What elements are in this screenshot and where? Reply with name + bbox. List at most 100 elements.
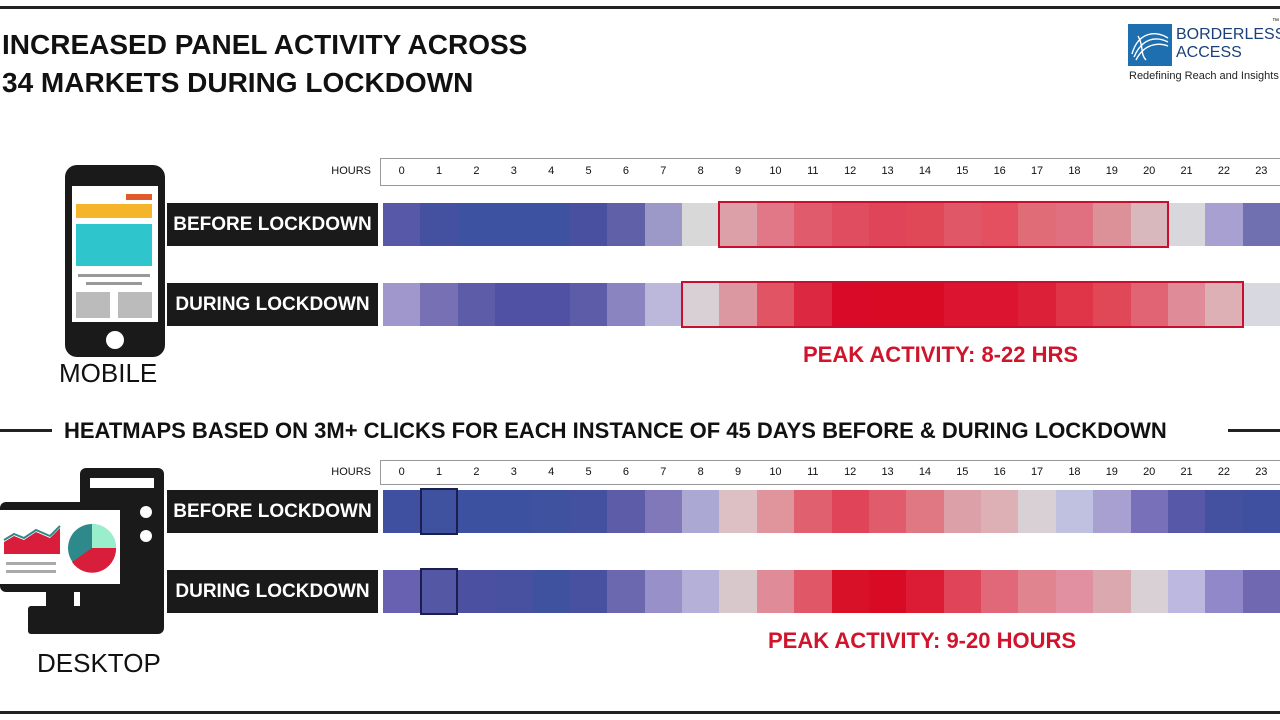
heatmap-cell bbox=[794, 490, 833, 533]
peak-highlight-box bbox=[718, 201, 1169, 248]
heatmap-cell bbox=[1205, 490, 1244, 533]
heatmap-cell bbox=[1130, 570, 1169, 613]
hour-tick-label: 21 bbox=[1180, 465, 1193, 478]
heatmap-cell bbox=[831, 570, 870, 613]
hour-tick-label: 2 bbox=[473, 165, 480, 177]
section-divider: HEATMAPS BASED ON 3M+ CLICKS FOR EACH IN… bbox=[0, 418, 1280, 444]
heatmap-cell bbox=[1055, 283, 1094, 326]
heatmap-cell bbox=[1018, 203, 1057, 246]
hour-tick-label: 4 bbox=[548, 465, 555, 478]
peak-activity-annotation: PEAK ACTIVITY: 9-20 HOURS bbox=[768, 628, 1077, 653]
heatmap-cell bbox=[1093, 570, 1132, 613]
heatmap-cell bbox=[756, 570, 795, 613]
hour-tick-label: 22 bbox=[1217, 465, 1231, 478]
hour-tick-label: 17 bbox=[1030, 165, 1044, 177]
row-label: BEFORE LOCKDOWN bbox=[167, 490, 378, 533]
heatmap-cell bbox=[607, 283, 646, 326]
heatmap-cell bbox=[383, 570, 421, 613]
heatmap-cell bbox=[906, 283, 945, 326]
hour-tick-label: 0 bbox=[398, 165, 405, 177]
heatmap-cell bbox=[569, 570, 608, 613]
hour-tick-label: 4 bbox=[548, 165, 555, 177]
hour-tick-label: 11 bbox=[807, 465, 819, 478]
hour-tick-label: 20 bbox=[1143, 465, 1156, 478]
hour-tick-label: 13 bbox=[881, 165, 894, 177]
heatmap-cell bbox=[981, 283, 1019, 326]
heatmap-cell bbox=[1018, 490, 1057, 533]
hour-tick-label: 3 bbox=[510, 165, 517, 177]
heatmap-cell bbox=[1242, 203, 1280, 246]
heatmap-cell bbox=[1130, 490, 1169, 533]
title-line-2: 34 MARKETS DURING LOCKDOWN bbox=[2, 67, 474, 98]
hour-tick-label: 15 bbox=[956, 165, 969, 177]
hour-tick-label: 18 bbox=[1068, 165, 1081, 177]
hour-tick-label: 19 bbox=[1105, 465, 1118, 478]
heatmap-cell bbox=[1018, 570, 1057, 613]
logo-name-line-2: ACCESS bbox=[1176, 44, 1242, 61]
heatmap-cell bbox=[457, 490, 496, 533]
divider-line-left bbox=[0, 429, 52, 432]
row-label: DURING LOCKDOWN bbox=[167, 570, 378, 613]
heatmap-cell bbox=[420, 490, 459, 533]
heatmap-cell bbox=[831, 283, 870, 326]
heatmap-cell bbox=[719, 283, 758, 326]
heatmap-cell bbox=[943, 570, 982, 613]
hours-axis: HOURS bbox=[331, 158, 1280, 186]
hour-tick-label: 3 bbox=[510, 465, 517, 478]
divider-text: HEATMAPS BASED ON 3M+ CLICKS FOR EACH IN… bbox=[64, 418, 1167, 443]
logo-name: BORDERLESS ACCESS bbox=[1176, 26, 1280, 62]
heatmap-cell bbox=[1167, 283, 1206, 326]
hour-tick-label: 8 bbox=[697, 165, 704, 177]
heatmap-cell bbox=[868, 283, 907, 326]
desktop-computer-icon bbox=[0, 468, 164, 634]
top-rule bbox=[0, 6, 1280, 9]
hours-axis-label: HOURS bbox=[331, 465, 371, 478]
hour-tick-label: 12 bbox=[844, 465, 857, 478]
heatmap-cell bbox=[756, 490, 795, 533]
heatmap-cell bbox=[532, 283, 571, 326]
heatmap-cell bbox=[457, 203, 496, 246]
heatmap-cell bbox=[1167, 570, 1206, 613]
title-line-1: INCREASED PANEL ACTIVITY ACROSS bbox=[2, 29, 528, 60]
hours-axis-label: HOURS bbox=[331, 165, 371, 177]
hour-tick-label: 13 bbox=[881, 465, 894, 478]
hour-tick-label: 1 bbox=[436, 465, 443, 478]
heatmap-cell bbox=[756, 283, 795, 326]
hour-tick-label: 10 bbox=[769, 465, 782, 478]
heatmap-cell bbox=[831, 490, 870, 533]
heatmap-cell bbox=[719, 203, 758, 246]
hour-tick-label: 6 bbox=[622, 465, 629, 478]
heatmap-cell bbox=[682, 570, 720, 613]
hour-tick-label: 22 bbox=[1217, 165, 1231, 177]
hour-tick-label: 19 bbox=[1105, 165, 1118, 177]
heatmap-cell bbox=[1167, 203, 1206, 246]
hour-tick-label: 8 bbox=[697, 465, 704, 478]
heatmap-cell bbox=[906, 570, 945, 613]
trademark: ™ bbox=[1272, 18, 1279, 25]
heatmap-cell bbox=[1093, 203, 1132, 246]
heatmap-cell bbox=[495, 283, 534, 326]
heatmap-cell bbox=[682, 490, 720, 533]
heatmap-cell bbox=[868, 203, 907, 246]
hour-tick-label: 23 bbox=[1255, 165, 1268, 177]
borderless-access-logo: BORDERLESS ACCESS ™ Redefining Reach and… bbox=[1128, 18, 1280, 84]
heatmap-cell bbox=[644, 490, 683, 533]
mobile-phone-icon bbox=[65, 165, 165, 357]
heatmap-cell bbox=[1242, 490, 1280, 533]
bottom-rule bbox=[0, 711, 1280, 714]
heatmap-cell bbox=[868, 570, 907, 613]
heatmap-cell bbox=[1055, 570, 1094, 613]
hour-tick-label: 14 bbox=[918, 465, 932, 478]
heatmap-cell bbox=[1130, 283, 1169, 326]
heatmap-cell bbox=[569, 203, 608, 246]
logo-mark-icon bbox=[1128, 24, 1172, 66]
hour-highlight-box bbox=[420, 488, 458, 535]
heatmap-cell bbox=[794, 570, 833, 613]
heatmap-cell bbox=[383, 203, 421, 246]
hour-tick-label: 15 bbox=[956, 465, 969, 478]
heatmap-cell bbox=[1242, 570, 1280, 613]
heatmap-cell bbox=[756, 203, 795, 246]
heatmap-cell bbox=[1205, 203, 1244, 246]
heatmap-cell bbox=[607, 203, 646, 246]
hour-tick-label: 23 bbox=[1255, 465, 1268, 478]
